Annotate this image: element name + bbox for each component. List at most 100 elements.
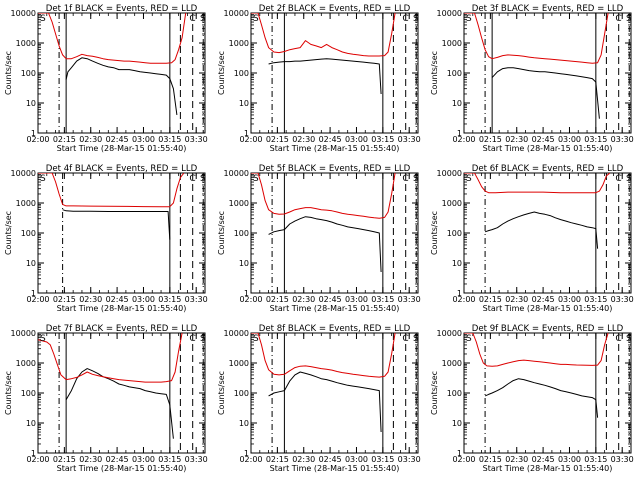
events-series-line [268, 58, 382, 95]
y-axis-label: Counts/sec [217, 211, 226, 255]
x-tick-label: 02:30 [292, 455, 315, 464]
x-tick-label: 02:45 [319, 455, 342, 464]
y-tick-label: 1000 [16, 39, 36, 48]
x-tick-label: 02:00 [239, 455, 262, 464]
y-axis: 1 10 100 1000 10000 [437, 9, 631, 138]
x-tick-label: 03:00 [558, 135, 581, 144]
events-series-line [65, 57, 178, 115]
y-tick-label: 1000 [229, 199, 249, 208]
x-tick-label: 03:30 [185, 135, 208, 144]
x-tick-label: 02:45 [106, 455, 129, 464]
x-tick-label: 02:15 [479, 295, 502, 304]
x-tick-label: 02:15 [53, 295, 76, 304]
x-axis: 02:00 02:15 02:30 02:45 03:00 03:15 03:30 [239, 333, 421, 464]
y-axis: 1 10 100 1000 10000 [437, 329, 631, 458]
region-marker: S [466, 174, 472, 184]
x-tick-label: 02:45 [319, 135, 342, 144]
region-marker: S [413, 174, 419, 184]
y-axis-label: Counts/sec [4, 211, 13, 255]
y-tick-label: 100 [447, 389, 462, 398]
x-axis-label: Start Time (28-Mar-15 01:55:40) [483, 304, 613, 313]
chart-title: Det 1f BLACK = Events, RED = LLD [46, 4, 198, 14]
y-tick-label: 1 [457, 289, 462, 298]
x-tick-label: 02:00 [26, 135, 49, 144]
events-series-line [65, 368, 174, 439]
chart-panel-2: Det 2f BLACK = Events, RED = LLD 1 10 100 10… [217, 4, 421, 153]
x-tick-label: 02:15 [266, 455, 289, 464]
x-tick-label: 03:00 [345, 295, 368, 304]
x-tick-label: 02:30 [79, 135, 102, 144]
region-marker: C [615, 14, 621, 24]
y-tick-label: 10000 [224, 329, 249, 338]
events-series-line [62, 209, 171, 240]
x-tick-label: 03:00 [558, 295, 581, 304]
y-tick-label: 1000 [229, 39, 249, 48]
lld-series-line [38, 333, 183, 383]
y-tick-label: 10 [26, 99, 36, 108]
y-tick-label: 1000 [16, 359, 36, 368]
y-axis-label: Counts/sec [430, 371, 439, 415]
x-tick-label: 02:15 [266, 295, 289, 304]
x-tick-label: 02:00 [26, 295, 49, 304]
y-tick-label: 1000 [442, 39, 462, 48]
x-tick-label: 02:45 [319, 295, 342, 304]
region-marker: S [40, 334, 46, 344]
x-axis-label: Start Time (28-Mar-15 01:55:40) [483, 464, 613, 473]
y-tick-label: 10000 [11, 9, 36, 18]
x-tick-label: 03:00 [132, 135, 155, 144]
region-marker: S [413, 334, 419, 344]
plot-area [251, 333, 417, 453]
y-axis: 1 10 100 1000 10000 [11, 9, 205, 138]
x-tick-label: 03:15 [158, 135, 181, 144]
x-tick-label: 03:30 [611, 455, 634, 464]
chart-panel-7: Det 7f BLACK = Events, RED = LLD 1 10 100 10… [4, 324, 208, 473]
lld-series-line [464, 13, 609, 64]
y-tick-label: 1 [244, 449, 249, 458]
x-tick-label: 03:00 [558, 455, 581, 464]
x-tick-label: 02:30 [292, 295, 315, 304]
chart-panel-8: Det 8f BLACK = Events, RED = LLD 1 10 100 10… [217, 324, 421, 473]
x-tick-label: 02:00 [26, 455, 49, 464]
region-marker: C [615, 174, 621, 184]
x-tick-label: 03:30 [611, 295, 634, 304]
y-tick-label: 10 [452, 99, 462, 108]
region-marker: S [253, 334, 259, 344]
y-tick-label: 1 [457, 449, 462, 458]
y-axis-label: Counts/sec [217, 371, 226, 415]
events-series-line [268, 216, 382, 273]
x-tick-label: 02:45 [106, 295, 129, 304]
x-tick-label: 03:15 [584, 455, 607, 464]
y-tick-label: 10 [26, 419, 36, 428]
x-tick-label: 02:15 [53, 455, 76, 464]
lld-series-line [464, 333, 609, 367]
y-tick-label: 1000 [16, 199, 36, 208]
y-axis-label: Counts/sec [217, 51, 226, 95]
x-tick-label: 02:45 [106, 135, 129, 144]
lld-series-line [464, 173, 611, 194]
y-axis-label: Counts/sec [4, 371, 13, 415]
y-tick-label: 10000 [437, 9, 462, 18]
y-tick-label: 10000 [11, 169, 36, 178]
plot-area [464, 173, 630, 293]
chart-panel-4: Det 4f BLACK = Events, RED = LLD 1 10 100 10… [4, 164, 208, 313]
region-marker: S [626, 334, 632, 344]
region-marker: C [189, 174, 195, 184]
plot-area [464, 13, 630, 133]
x-tick-label: 03:15 [158, 295, 181, 304]
chart-panel-5: Det 5f BLACK = Events, RED = LLD 1 10 100 10… [217, 164, 421, 313]
region-marker: S [253, 174, 259, 184]
chart-panel-3: Det 3f BLACK = Events, RED = LLD 1 10 100 10… [430, 4, 634, 153]
x-axis-label: Start Time (28-Mar-15 01:55:40) [57, 144, 187, 153]
x-tick-label: 03:30 [185, 295, 208, 304]
x-tick-label: 03:00 [345, 455, 368, 464]
x-tick-label: 03:30 [398, 455, 421, 464]
x-axis-label: Start Time (28-Mar-15 01:55:40) [270, 464, 400, 473]
x-axis: 02:00 02:15 02:30 02:45 03:00 03:15 03:30 [26, 333, 208, 464]
events-series-line [491, 67, 600, 119]
x-tick-label: 02:30 [505, 455, 528, 464]
x-tick-label: 02:00 [452, 135, 475, 144]
y-tick-label: 10000 [11, 329, 36, 338]
y-axis: 1 10 100 1000 10000 [224, 329, 418, 458]
x-tick-label: 03:15 [584, 135, 607, 144]
